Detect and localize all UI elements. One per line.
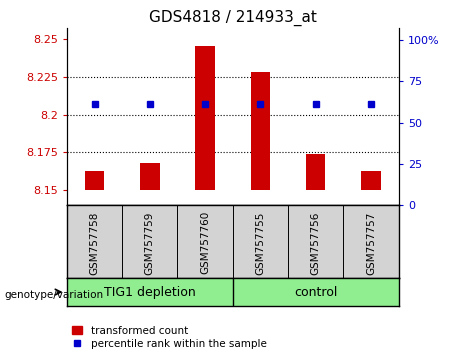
Title: GDS4818 / 214933_at: GDS4818 / 214933_at [149,9,317,25]
Text: genotype/variation: genotype/variation [5,290,104,299]
Bar [195,46,215,190]
Text: control: control [294,286,337,298]
Text: GSM757759: GSM757759 [145,211,155,274]
Text: GSM757755: GSM757755 [255,211,266,274]
Bar [251,72,270,190]
Text: GSM757757: GSM757757 [366,211,376,274]
Text: GSM757760: GSM757760 [200,211,210,274]
Bar [85,171,104,190]
Bar [361,171,381,190]
Bar [306,154,325,190]
Text: TIG1 depletion: TIG1 depletion [104,286,196,298]
Text: GSM757758: GSM757758 [89,211,100,274]
Text: GSM757756: GSM757756 [311,211,321,274]
Legend: transformed count, percentile rank within the sample: transformed count, percentile rank withi… [72,326,266,349]
Bar [140,163,160,190]
